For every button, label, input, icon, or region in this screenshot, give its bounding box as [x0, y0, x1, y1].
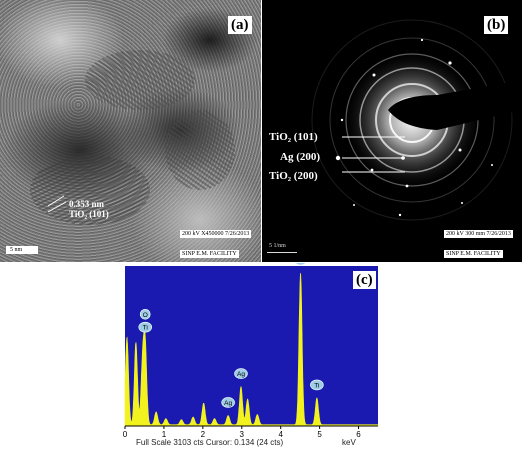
peak-tag-ag: Ag [234, 368, 248, 379]
panel-b-scale-bar-label: 5 1/nm [269, 243, 286, 249]
peak-tag-ti: Ti [294, 263, 307, 266]
panel-c-label: (c) [353, 271, 376, 289]
peak-tag-ti: Ti [138, 321, 153, 333]
peak-tag-ag: Ag [221, 397, 235, 408]
x-tick-label: 1 [162, 430, 167, 439]
peak-tag-o: O [139, 308, 151, 320]
panel-b-label: (b) [484, 16, 509, 34]
d-spacing-label: 0.353 nm [69, 199, 105, 209]
spectrum-footer: Full Scale 3103 cts Cursor: 0.134 (24 ct… [136, 438, 284, 447]
panel-b-facility-text: SINP E.M. FACILITY [444, 250, 503, 258]
lattice-fringes [30, 50, 235, 225]
hrtem-image-panel: (a) 0.353 nm TiO₂ (101) 200 kV X450000 7… [0, 0, 261, 262]
peak-tag-ti: Ti [310, 379, 324, 391]
svg-text:Ti: Ti [298, 263, 303, 265]
panel-b-scale-bar [267, 252, 297, 253]
x-tick-label: 6 [356, 430, 361, 439]
ring-label-tio2-101: TiO₂ (101) [269, 131, 318, 143]
panel-a-instrument-text: 200 kV X450000 7/26/2013 [180, 230, 252, 238]
x-tick-label: 0 [123, 430, 128, 439]
ring-label-tio2-200: TiO₂ (200) [269, 170, 318, 182]
x-tick-label: 5 [317, 430, 322, 439]
svg-text:Ag: Ag [237, 371, 245, 378]
diffraction-rings [311, 19, 522, 221]
panel-a-scale-bar-label: 5 nm [10, 247, 23, 253]
plot-area [125, 266, 378, 426]
svg-text:Ti: Ti [314, 382, 319, 389]
svg-text:Ag: Ag [224, 400, 232, 407]
saed-pattern-panel: (b) TiO₂ (101) Ag (200) TiO₂ (200) 200 k… [262, 0, 522, 262]
x-tick-label: 2 [201, 430, 206, 439]
x-tick-label: 3 [240, 430, 245, 439]
d-spacing-phase-label: TiO₂ (101) [69, 209, 109, 219]
spectrum-series [124, 273, 379, 427]
ring-label-ag-200: Ag (200) [280, 151, 321, 163]
panel-b-instrument-text: 200 kV 300 mm 7/26/2013 [444, 230, 513, 238]
panel-a-facility-text: SINP E.M. FACILITY [180, 250, 239, 258]
x-tick-label: 4 [278, 430, 283, 439]
x-axis-unit: keV [342, 438, 356, 447]
edx-spectrum-panel: 0 1 2 3 4 5 6 O Ti Ag Ag Ti Ti (c) Full Scale 3103 … [122, 263, 387, 449]
panel-a-label: (a) [228, 16, 252, 34]
svg-text:Ti: Ti [143, 325, 148, 332]
edx-spectrum-chart: 0 1 2 3 4 5 6 O Ti Ag Ag Ti Ti [123, 263, 379, 439]
panel-a-scale-bar [6, 246, 38, 254]
svg-text:O: O [143, 312, 148, 319]
